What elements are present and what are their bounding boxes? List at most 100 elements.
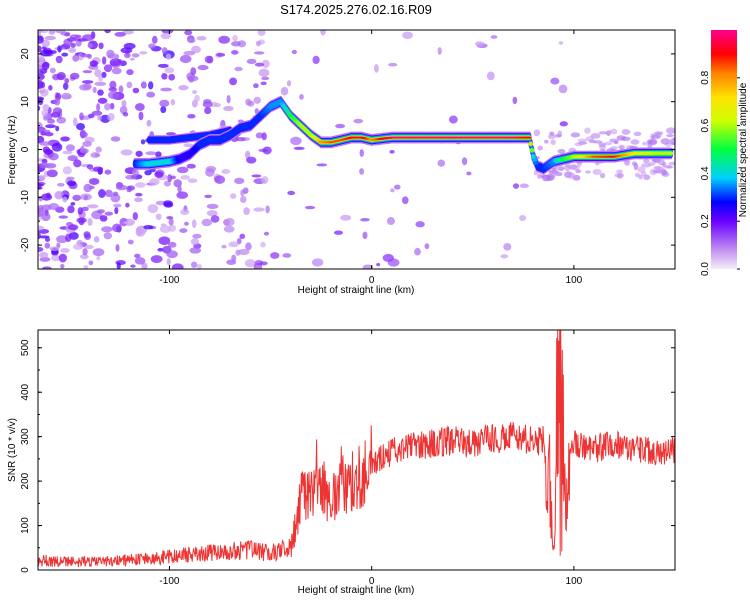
spectrogram-y-ticks: -20 -10 0 10 20 (20, 29, 675, 270)
noise-blob (155, 213, 162, 220)
noise-blob (80, 193, 92, 201)
noise-blob (563, 164, 571, 172)
noise-blob (160, 223, 167, 227)
noise-blob (160, 87, 173, 92)
ridge-cell (283, 107, 288, 110)
noise-blob (82, 34, 94, 41)
ridge-cell (533, 161, 539, 165)
noise-blob (120, 47, 133, 54)
noise-blob (64, 32, 71, 37)
noise-blob (184, 30, 193, 36)
noise-blob (657, 159, 666, 166)
y-tick-label: -20 (20, 237, 31, 252)
noise-blob (621, 136, 631, 142)
noise-blob (192, 233, 202, 239)
noise-blob (89, 60, 99, 67)
noise-blob (38, 225, 45, 231)
noise-blob (598, 142, 607, 148)
noise-blob (55, 55, 63, 64)
noise-blob (166, 250, 178, 259)
noise-blob (180, 209, 190, 216)
noise-blob (79, 112, 84, 121)
noise-blob (188, 75, 194, 83)
noise-blob (98, 42, 104, 50)
y-tick-label: 0 (20, 146, 31, 152)
noise-blob (638, 174, 643, 180)
noise-blob (168, 224, 177, 232)
noise-blob (311, 258, 324, 267)
noise-blob (55, 30, 66, 34)
noise-blob (38, 216, 42, 221)
noise-blob (132, 169, 140, 176)
noise-blob (231, 254, 237, 262)
noise-blob (177, 185, 182, 193)
noise-blob (135, 182, 146, 188)
noise-blob (135, 227, 143, 237)
noise-blob (49, 246, 60, 252)
noise-blob (65, 144, 75, 152)
noise-blob (104, 30, 111, 34)
noise-blob (187, 178, 198, 183)
noise-blob (161, 47, 168, 55)
noise-blob (486, 71, 495, 81)
noise-blob (178, 84, 189, 91)
noise-blob (312, 55, 320, 65)
noise-blob (80, 131, 88, 138)
noise-blob (88, 177, 100, 185)
noise-blob (107, 113, 115, 121)
noise-blob (157, 247, 164, 252)
noise-blob (56, 182, 65, 187)
noise-blob (92, 248, 105, 257)
noise-blob (167, 174, 173, 183)
noise-blob (512, 183, 520, 189)
x-tick-label: 100 (566, 275, 583, 286)
noise-blob (145, 151, 157, 156)
snr-frame (37, 329, 676, 571)
noise-blob (87, 217, 93, 227)
noise-blob (70, 42, 76, 48)
noise-blob (49, 67, 56, 74)
noise-blob (83, 83, 92, 90)
noise-blob (68, 47, 77, 53)
noise-blob (121, 100, 127, 108)
colorbar-tick-label: 0.4 (700, 166, 711, 180)
ridge-cell (529, 149, 535, 152)
noise-blob (170, 99, 176, 106)
noise-blob (218, 35, 231, 44)
noise-blob (549, 169, 559, 175)
noise-blob (234, 66, 243, 72)
noise-blob (135, 150, 143, 157)
noise-blob (666, 127, 675, 135)
noise-blob (631, 161, 637, 166)
noise-blob (180, 175, 190, 180)
noise-blob (653, 132, 662, 138)
noise-blob (48, 203, 60, 211)
noise-blob (126, 69, 134, 76)
noise-blob (376, 263, 381, 267)
noise-blob (96, 209, 105, 214)
noise-blob (240, 196, 247, 203)
ridge-cell (282, 105, 287, 109)
noise-blob (247, 100, 255, 107)
x-tick-label: 0 (369, 275, 375, 286)
noise-blob (72, 117, 78, 127)
noise-blob (257, 30, 266, 37)
noise-blob (244, 150, 251, 159)
noise-blob (143, 224, 154, 230)
noise-blob (84, 233, 92, 240)
noise-blob (190, 45, 201, 54)
noise-blob (67, 205, 75, 214)
noise-blob (270, 252, 280, 259)
noise-blob (130, 264, 136, 268)
noise-blob (94, 81, 107, 87)
noise-blob (196, 263, 202, 269)
noise-blob (98, 75, 103, 82)
noise-blob (280, 86, 289, 96)
noise-blob (474, 41, 485, 47)
noise-blob (424, 243, 430, 250)
noise-blob (304, 205, 316, 210)
noise-blob (589, 139, 596, 144)
noise-blob (293, 146, 305, 150)
noise-blob (62, 166, 72, 175)
